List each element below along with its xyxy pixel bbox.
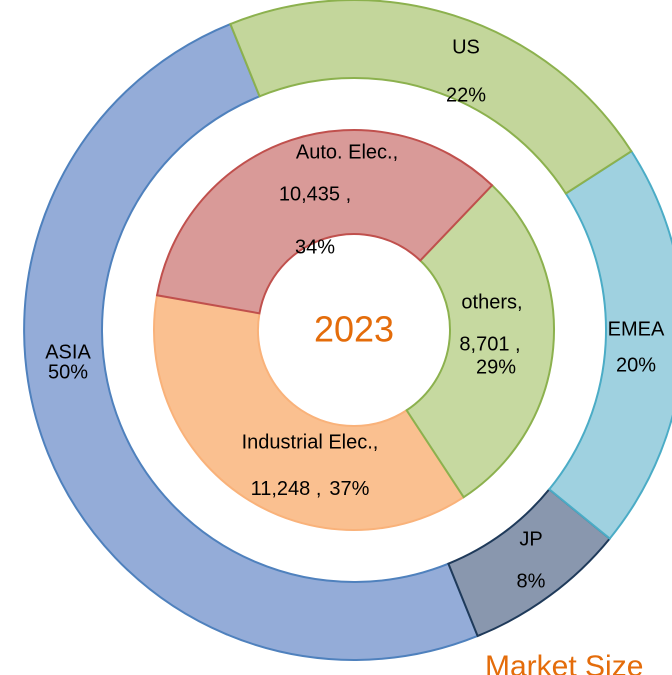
category-label: ASIA	[45, 341, 91, 363]
donut-segment	[229, 0, 633, 195]
value-percent-part: 11,248 ,	[251, 478, 322, 500]
category-label: Auto. Elec.,	[296, 141, 398, 163]
donut-segment	[447, 487, 612, 638]
value-label: 8,701 ,	[459, 333, 520, 355]
value-percent: 11,248 , 37%	[251, 478, 370, 500]
donut-segment	[155, 129, 494, 315]
category-label: EMEA	[608, 318, 665, 340]
donut-segment	[23, 22, 479, 661]
donut-segment	[547, 149, 672, 540]
category-label: JP	[519, 528, 542, 550]
donut-segment	[152, 294, 466, 531]
value-label: 8%	[517, 570, 546, 592]
subtitle: Market Size	[485, 650, 643, 675]
value-label: 20%	[616, 354, 656, 376]
value-percent-part: 37%	[329, 478, 369, 500]
category-label: Industrial Elec.,	[242, 431, 379, 453]
category-label: US	[452, 36, 480, 58]
category-label: others,	[461, 291, 522, 313]
center-title: 2023	[314, 309, 394, 350]
value-label: 22%	[446, 84, 486, 106]
donut-segment	[405, 183, 555, 499]
value-label: 50%	[48, 361, 88, 383]
percent-label: 34%	[295, 236, 335, 258]
value-label: 10,435 ,	[279, 183, 351, 205]
percent-label: 29%	[476, 356, 516, 378]
